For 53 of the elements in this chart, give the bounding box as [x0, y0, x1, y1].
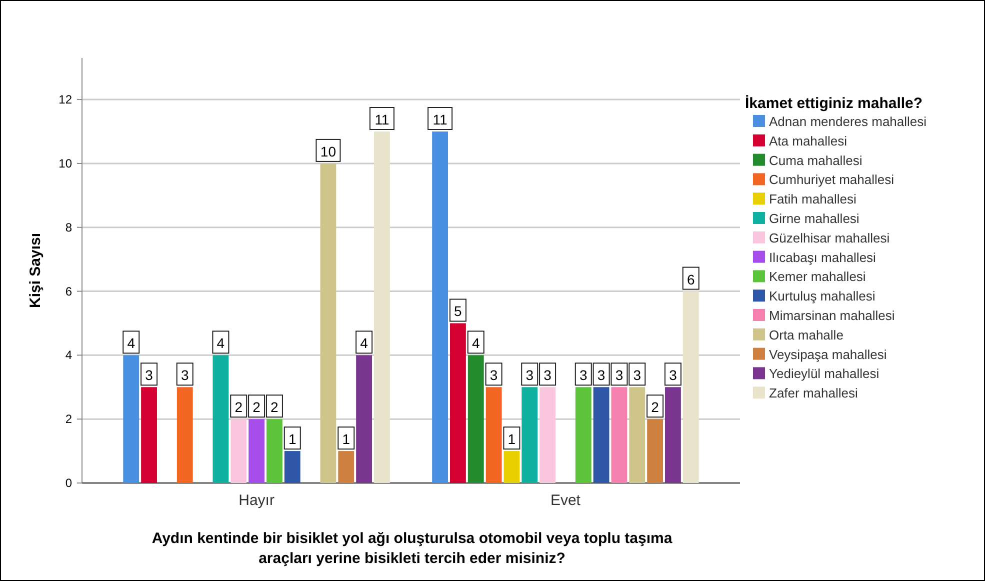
legend-label: Mimarsinan mahallesi [769, 308, 895, 323]
legend-label: Ata mahallesi [769, 133, 848, 148]
data-label: 2 [270, 399, 279, 416]
data-label: 3 [615, 367, 624, 384]
legend-label: Kemer mahallesi [769, 269, 866, 284]
y-tick-label: 4 [65, 348, 72, 362]
data-label: 2 [651, 399, 660, 416]
legend-label: Orta mahalle [769, 327, 844, 342]
legend-label: Veysipaşa mahallesi [769, 346, 887, 362]
y-tick-label: 12 [58, 92, 72, 107]
data-label: 2 [234, 399, 243, 416]
legend-label: Yedieylül mahallesi [769, 366, 880, 382]
data-label: 1 [508, 431, 516, 448]
data-label: 3 [669, 367, 678, 384]
legend-label: Adnan menderes mahallesi [769, 114, 927, 129]
legend-label: Cumhuriyet mahallesi [769, 172, 894, 188]
x-axis-title: Aydın kentinde bir bisiklet yol ağı oluşturulsa otomobil veya toplu taşıma araçları yerine bisikleti tercih eder misiniz? [152, 530, 673, 567]
legend-label: Kurtuluş mahallesi [769, 288, 876, 304]
data-label: 2 [252, 399, 261, 416]
y-axis-title: Kişi Sayısı [27, 232, 44, 308]
data-label: 1 [288, 431, 296, 448]
data-label: 10 [320, 143, 336, 160]
data-label: 6 [686, 271, 695, 288]
legend-label: Güzelhisar mahallesi [769, 230, 890, 246]
data-label: 3 [544, 367, 552, 384]
legend-label: Ilıcabaşı mahallesi [769, 250, 876, 265]
data-label: 3 [526, 367, 534, 384]
data-label: 11 [432, 111, 448, 128]
x-tick-label: Hayır [238, 492, 274, 509]
legend-label: Cuma mahallesi [769, 152, 862, 168]
x-tick-label: Evet [550, 492, 582, 509]
data-label: 4 [360, 335, 368, 352]
data-label: 4 [216, 335, 225, 352]
data-label: 4 [127, 335, 136, 352]
data-label: 3 [145, 367, 154, 384]
y-tick-label: 10 [58, 156, 72, 170]
data-label: 3 [490, 367, 498, 384]
legend-label: Zafer mahallesi [769, 386, 858, 401]
legend-label: Girne mahallesi [769, 211, 860, 226]
data-label: 11 [374, 111, 390, 128]
data-label: 3 [579, 367, 588, 384]
y-tick-label: 2 [65, 412, 72, 426]
y-tick-label: 0 [65, 476, 72, 490]
data-label: 3 [633, 367, 642, 384]
data-label: 5 [454, 303, 462, 320]
legend-title: İkamet ettiginiz mahalle? [745, 95, 923, 112]
data-label: 1 [342, 431, 350, 448]
y-tick-label: 8 [65, 220, 72, 234]
data-label: 3 [180, 367, 189, 384]
data-label: 4 [472, 335, 480, 352]
legend-label: Fatih mahallesi [769, 192, 857, 207]
data-label: 3 [597, 367, 606, 384]
y-tick-label: 6 [65, 284, 72, 298]
